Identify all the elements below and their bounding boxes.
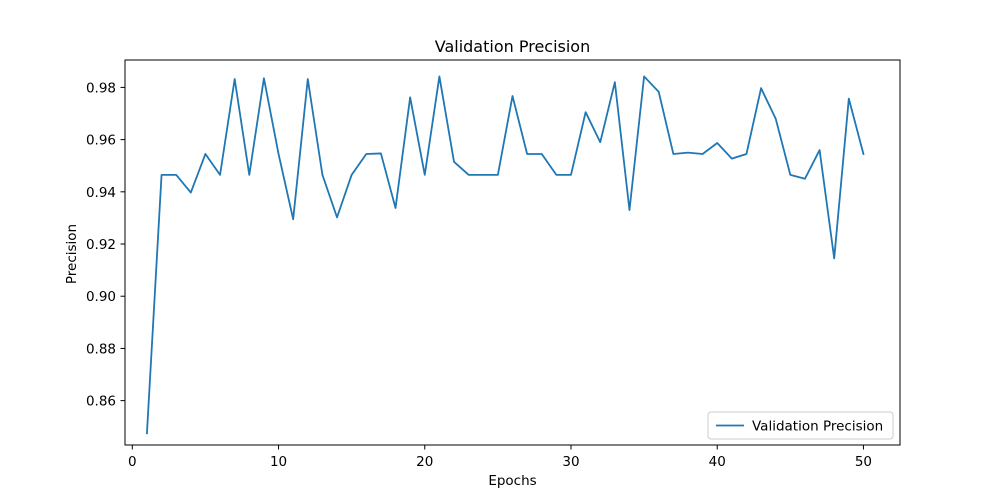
series-line — [145, 75, 865, 435]
data-point — [466, 173, 470, 177]
data-point — [232, 77, 236, 81]
data-point — [540, 152, 544, 156]
data-point — [613, 80, 617, 84]
y-tick-label: 0.88 — [86, 341, 116, 357]
y-tick-label: 0.94 — [86, 185, 116, 201]
data-point — [423, 173, 427, 177]
data-point — [642, 74, 646, 78]
data-point — [583, 110, 587, 114]
data-point — [832, 256, 836, 260]
data-point — [730, 156, 734, 160]
legend-label: Validation Precision — [752, 419, 883, 435]
data-point — [306, 77, 310, 81]
data-point — [262, 76, 266, 80]
data-point — [627, 208, 631, 212]
x-tick-label: 0 — [128, 454, 137, 470]
data-point — [393, 206, 397, 210]
data-point — [349, 173, 353, 177]
data-point — [525, 152, 529, 156]
y-tick-label: 0.98 — [86, 80, 116, 96]
x-tick-label: 10 — [270, 454, 287, 470]
data-point — [496, 173, 500, 177]
data-point — [657, 90, 661, 94]
data-point — [861, 152, 865, 156]
data-point — [335, 215, 339, 219]
chart-title: Validation Precision — [435, 37, 590, 56]
data-point — [408, 95, 412, 99]
data-point — [379, 151, 383, 155]
data-point — [159, 173, 163, 177]
data-point — [189, 190, 193, 194]
data-point — [686, 150, 690, 154]
data-point — [218, 173, 222, 177]
x-axis-title: Epochs — [488, 473, 536, 489]
data-point — [174, 173, 178, 177]
legend: Validation Precision — [707, 411, 894, 440]
plot-area: 0 10 20 30 40 50 0.86 0.88 0.90 0.92 0.94 0.96 0.98 — [86, 59, 901, 470]
data-point — [759, 86, 763, 90]
data-point — [847, 96, 851, 100]
data-point — [569, 173, 573, 177]
data-point — [364, 152, 368, 156]
data-point — [452, 160, 456, 164]
data-point — [203, 152, 207, 156]
data-point — [554, 173, 558, 177]
data-point — [671, 152, 675, 156]
data-point — [276, 152, 280, 156]
y-tick-label: 0.96 — [86, 133, 116, 149]
data-point — [803, 177, 807, 181]
data-point — [437, 74, 441, 78]
legend-box — [707, 411, 894, 440]
data-point — [247, 173, 251, 177]
data-point — [715, 141, 719, 145]
data-point — [145, 431, 149, 435]
x-tick-label: 50 — [855, 454, 872, 470]
data-point — [510, 94, 514, 98]
data-point — [744, 152, 748, 156]
data-point — [817, 148, 821, 152]
data-point — [700, 152, 704, 156]
y-tick-label: 0.86 — [86, 394, 116, 410]
data-point — [788, 173, 792, 177]
data-point — [291, 217, 295, 221]
x-tick-label: 20 — [416, 454, 433, 470]
data-point — [598, 140, 602, 144]
data-point — [481, 173, 485, 177]
x-tick-label: 30 — [562, 454, 579, 470]
y-tick-label: 0.92 — [86, 237, 116, 253]
data-point — [774, 117, 778, 121]
x-tick-label: 40 — [709, 454, 726, 470]
y-axis-title: Precision — [64, 224, 80, 284]
axes-frame — [124, 59, 901, 446]
y-tick-label: 0.90 — [86, 289, 116, 305]
data-point — [320, 173, 324, 177]
